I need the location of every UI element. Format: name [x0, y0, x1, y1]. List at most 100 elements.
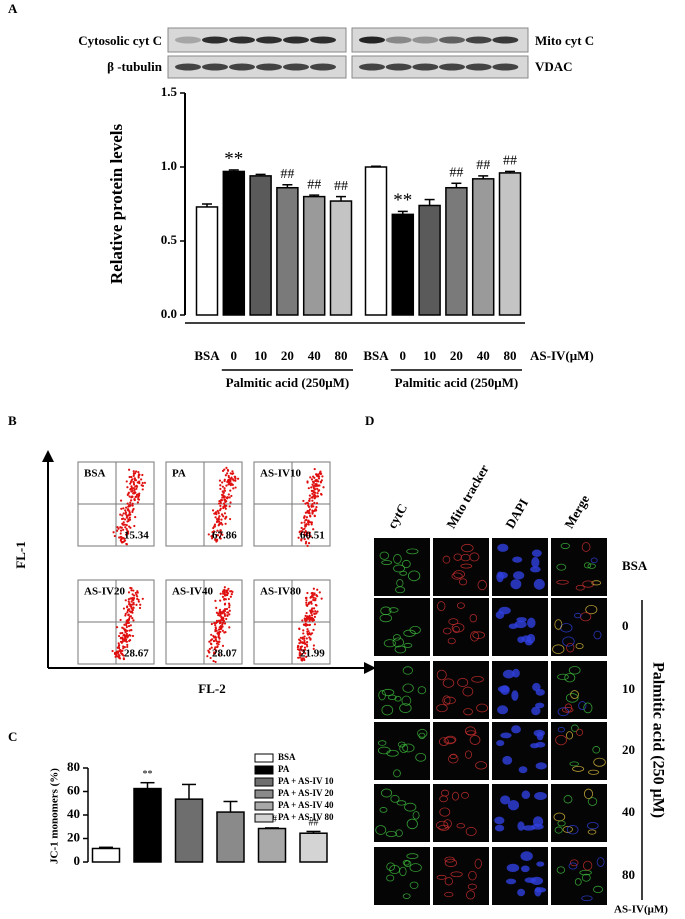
blot-label: VDAC [535, 59, 573, 74]
blot-band [412, 36, 439, 44]
cell-dot [301, 636, 304, 639]
cell-dot [131, 593, 134, 596]
panel-letter: A [8, 1, 18, 16]
cell-dot [314, 610, 317, 613]
cell-dot [129, 634, 132, 637]
cell [562, 826, 573, 833]
cell [557, 726, 565, 733]
row-label: 40 [622, 804, 635, 819]
bar [222, 170, 246, 316]
cell-dot [130, 499, 133, 502]
cell-dot [305, 643, 309, 646]
cell-dot [208, 640, 211, 643]
flow-percent: 67.86 [212, 530, 237, 542]
cell-dot [122, 647, 125, 650]
cell-dot [226, 592, 230, 595]
cell-dot [119, 632, 122, 635]
cell-dot [302, 632, 305, 635]
cell-dot [219, 529, 222, 532]
cell-dot [216, 534, 220, 537]
cell-dot [133, 477, 136, 480]
cell-dot [307, 504, 310, 507]
cell [591, 580, 602, 586]
cell-dot [126, 486, 129, 489]
cell [494, 824, 505, 832]
cell-dot [122, 507, 125, 510]
blot-band [310, 36, 336, 44]
cell-dot [122, 645, 125, 648]
cell [555, 734, 567, 746]
cell-dot [315, 594, 318, 597]
cell [534, 887, 542, 897]
cell [403, 860, 412, 867]
x-tick-label: 80 [504, 348, 517, 363]
cell-dot [313, 612, 316, 615]
cell-dot [217, 628, 221, 631]
flow-panel-label: AS-IV80 [260, 586, 301, 598]
cell-dot [310, 632, 314, 635]
cell [436, 704, 448, 713]
cell-dot [304, 530, 307, 533]
cell-dot [305, 601, 308, 604]
cell-dot [312, 475, 315, 478]
cell-dot [141, 473, 144, 477]
cell-dot [221, 595, 225, 598]
cell [517, 888, 526, 897]
cell-dot [133, 498, 136, 501]
cell-dot [228, 609, 231, 612]
cell-dot [303, 538, 306, 541]
cell-dot [124, 599, 127, 602]
cell-dot [215, 606, 218, 609]
bar [302, 195, 326, 316]
cell-dot [298, 638, 301, 641]
cell-dot [217, 518, 220, 521]
cell-dot [219, 599, 222, 602]
cell-dot [129, 624, 132, 627]
cell-dot [308, 494, 311, 497]
cell-dot [221, 469, 225, 473]
cell [442, 555, 451, 564]
cell [440, 789, 450, 797]
blot-band [359, 63, 385, 71]
x-tick-label: 0 [400, 348, 407, 363]
cell-dot [223, 592, 226, 596]
cell-dot [141, 597, 144, 600]
significance: ## [449, 165, 463, 180]
cell-dot [311, 595, 314, 598]
cell-dot [219, 627, 222, 630]
cell-dot [214, 599, 217, 603]
cell-dot [223, 622, 227, 625]
cell-dot [206, 655, 209, 658]
cell [453, 553, 462, 561]
cell-dot [121, 631, 124, 635]
cell-dot [212, 531, 215, 534]
x-tick-label: 80 [335, 348, 348, 363]
cell [512, 556, 523, 563]
column-header: DAPI [502, 496, 531, 531]
cell-dot [135, 493, 138, 497]
flow-panel-label: AS-IV10 [260, 468, 301, 480]
legend-label: PA + AS-IV 80 [278, 812, 334, 822]
cell-dot [303, 639, 306, 642]
cell-dot [215, 538, 219, 541]
flow-percent: 28.67 [124, 648, 149, 660]
legend-label: PA [278, 764, 290, 774]
cell-dot [132, 606, 135, 609]
blot-band [492, 36, 519, 44]
cell-dot [300, 538, 303, 541]
cell-dot [312, 607, 316, 610]
significance: ** [393, 190, 412, 211]
cell [415, 752, 427, 762]
blot-band [202, 36, 228, 44]
cell-dot [310, 486, 313, 489]
blot-band [385, 63, 412, 71]
cell [463, 708, 473, 716]
group-label: Palmitic acid (250μM) [395, 375, 519, 390]
cell-dot [124, 511, 127, 514]
cell [532, 816, 544, 827]
cell-dot [127, 532, 130, 535]
cell [530, 743, 539, 749]
cell-dot [219, 630, 222, 633]
cell-dot [111, 649, 114, 653]
cell-dot [313, 467, 316, 471]
